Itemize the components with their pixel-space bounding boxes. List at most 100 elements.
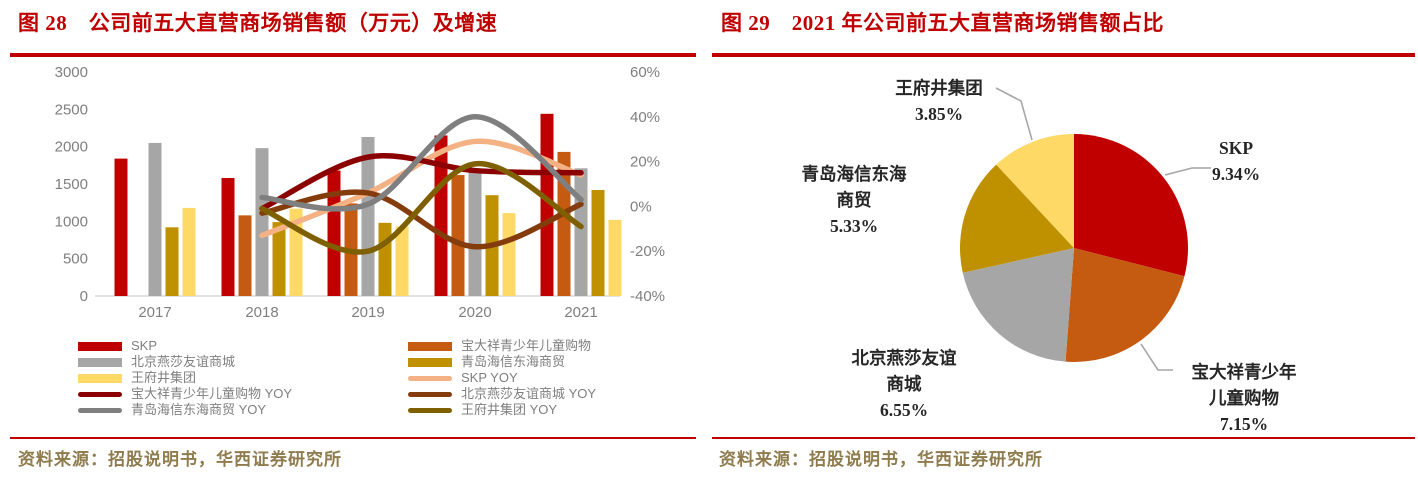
bar-王府井集团-2017 [182,207,196,296]
pie-slice-青岛海信东海商贸 [960,164,1074,273]
bar-北京燕莎友谊商城-2018 [255,148,269,296]
bar-王府井集团-2021 [608,219,622,296]
pie-label-北京燕莎友谊商城: 商城 [887,374,922,394]
right-axis-tick-label: 20% [630,154,660,171]
pie-pct-宝大祥青少年儿童购物: 7.15% [1220,414,1268,434]
legend-bar-swatch [78,357,122,367]
pie-slice-SKP [1074,134,1188,277]
bar-SKP-2017 [114,158,128,296]
pie-slice-北京燕莎友谊商城 [962,248,1074,362]
bar-青岛海信东海商贸-2017 [165,227,179,296]
legend-label: 王府井集团 [131,370,197,385]
legend-item: 青岛海信东海商贸 YOY [78,402,408,418]
pie-label-北京燕莎友谊商城: 北京燕莎友谊 [852,348,957,368]
pie-pct-SKP: 9.34% [1212,164,1260,184]
right-axis-tick-label: -40% [630,288,665,305]
pie-pct-北京燕莎友谊商城: 6.55% [880,400,928,420]
legend-label: 王府井集团 YOY [461,402,558,417]
right-axis-tick-label: 40% [630,109,660,126]
pie-label-宝大祥青少年儿童购物: 儿童购物 [1208,388,1279,408]
left-axis-tick-label: 500 [63,251,88,268]
bar-王府井集团-2019 [395,226,409,296]
legend-column-2: 宝大祥青少年儿童购物 青岛海信东海商贸 SKP YOY 北京燕莎友谊商城 YOY 王府井… [408,338,596,418]
bar-北京燕莎友谊商城-2021 [574,168,588,296]
legend-item: 北京燕莎友谊商城 [78,354,408,370]
pie-label-SKP: SKP [1219,138,1253,158]
figure-29-source-rule [712,437,1415,439]
legend-item: SKP YOY [408,370,596,386]
line-宝大祥青少年儿童购物 YOY [259,153,584,212]
figure-29-pie-chart: SKP 9.34% 宝大祥青少年儿童购物 7.15% 北京燕莎友谊商城 6.55% 青岛海信… [802,78,1297,434]
figure-28-combo-chart: 0 500 1000 1500 2000 2500 3000 -40% -20% 0% 20% 40%… [55,64,665,321]
legend-label: SKP [131,338,158,353]
legend-line-swatch [78,407,122,413]
x-axis-category-label: 2019 [351,304,384,321]
pie-pct-青岛海信东海商贸: 5.33% [830,216,878,236]
legend-line-swatch [408,391,452,397]
bar-青岛海信东海商贸-2021 [591,189,605,296]
legend-item: SKP [78,338,408,354]
left-axis-tick-label: 3000 [55,64,88,81]
line-王府井集团 YOY [259,161,584,255]
legend-label: 宝大祥青少年儿童购物 [461,338,592,353]
bar-青岛海信东海商贸-2019 [378,222,392,296]
bar-北京燕莎友谊商城-2019 [361,136,375,296]
figure-29-source: 资料来源：招股说明书，华西证券研究所 [719,450,1043,469]
figure-28-title-rule [10,53,696,57]
x-axis-category-label: 2018 [245,304,278,321]
bar-宝大祥青少年儿童购物-2018 [238,215,252,296]
legend-column-1: SKP 北京燕莎友谊商城 王府井集团 宝大祥青少年儿童购物 YOY 青岛海信东海商贸 Y… [78,338,408,418]
figure-29-title-rule [712,53,1415,57]
legend-item: 王府井集团 YOY [408,402,596,418]
left-axis-tick-label: 2000 [55,139,88,156]
left-axis-tick-label: 2500 [55,101,88,118]
legend-line-swatch [408,407,452,413]
legend-label: 北京燕莎友谊商城 YOY [461,386,597,401]
legend-item: 王府井集团 [78,370,408,386]
legend-bar-swatch [78,373,122,383]
pie-label-青岛海信东海商贸: 商贸 [837,190,872,210]
legend-item: 宝大祥青少年儿童购物 YOY [78,386,408,402]
figure-29-title: 图 29 2021 年公司前五大直营商场销售额占比 [721,11,1164,35]
left-axis-tick-label: 0 [80,288,88,305]
bar-SKP-2018 [221,178,235,296]
figure-29-panel: 图 29 2021 年公司前五大直营商场销售额占比 SKP 9.34% 宝大祥青少年… [709,0,1418,484]
legend-item: 青岛海信东海商贸 [408,354,596,370]
right-axis-tick-label: 60% [630,64,660,81]
figure-28-source: 资料来源：招股说明书，华西证券研究所 [18,450,342,469]
legend-item: 宝大祥青少年儿童购物 [408,338,596,354]
bar-北京燕莎友谊商城-2020 [468,172,482,296]
legend-line-swatch [78,391,122,397]
pie-pct-王府井集团: 3.85% [915,104,963,124]
pie-leader-line-宝大祥青少年儿童购物 [1140,343,1173,371]
x-axis-category-label: 2021 [564,304,597,321]
legend-bar-swatch [78,341,122,351]
legend-label: 青岛海信东海商贸 YOY [131,402,267,417]
legend-item: 北京燕莎友谊商城 YOY [408,386,596,402]
bar-青岛海信东海商贸-2018 [272,222,286,296]
line-北京燕莎友谊商城 YOY [259,189,584,250]
x-axis-category-label: 2020 [458,304,491,321]
bar-北京燕莎友谊商城-2017 [148,142,162,296]
left-axis-tick-label: 1000 [55,213,88,230]
legend-bar-swatch [408,357,452,367]
pie-label-青岛海信东海商贸: 青岛海信东海 [802,164,907,184]
legend-bar-swatch [408,341,452,351]
x-axis-category-label: 2017 [138,304,171,321]
legend-line-swatch [408,375,452,381]
pie-label-宝大祥青少年儿童购物: 宝大祥青少年 [1192,362,1297,382]
pie-label-王府井集团: 王府井集团 [895,78,983,98]
right-axis-tick-label: -20% [630,243,665,260]
line-青岛海信东海商贸 YOY [259,114,584,212]
bar-王府井集团-2020 [502,213,516,296]
bar-宝大祥青少年儿童购物-2020 [451,175,465,296]
left-axis-tick-label: 1500 [55,176,88,193]
legend-label: 宝大祥青少年儿童购物 YOY [131,386,293,401]
legend-label: 北京燕莎友谊商城 [131,354,236,369]
right-axis-tick-label: 0% [630,198,652,215]
bar-SKP-2019 [327,170,341,296]
figure-28-title: 图 28 公司前五大直营商场销售额（万元）及增速 [18,11,498,35]
figure-28-panel: 图 28 公司前五大直营商场销售额（万元）及增速 0 500 1000 1500 200… [10,11,696,469]
legend-label: 青岛海信东海商贸 [461,354,566,369]
